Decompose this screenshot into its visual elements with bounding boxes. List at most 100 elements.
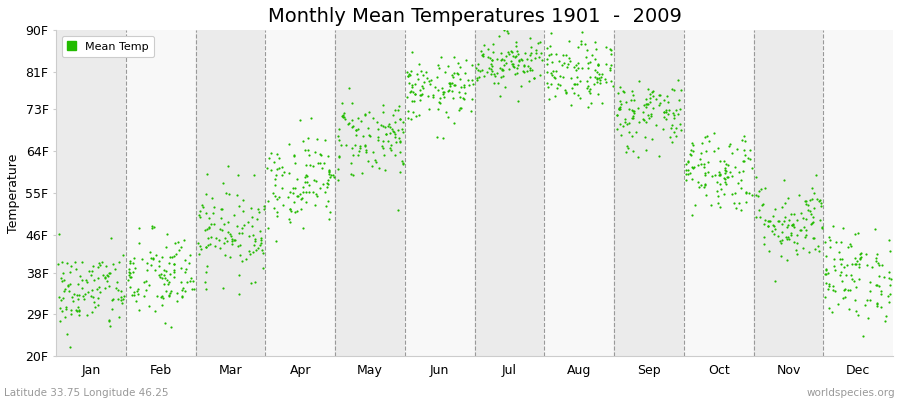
Point [111, 296, 125, 302]
Point [784, 211, 798, 218]
Point [299, 162, 313, 168]
Point [443, 80, 457, 87]
Point [220, 162, 235, 169]
Point [508, 71, 522, 78]
Point [104, 297, 119, 303]
Point [437, 89, 452, 95]
Point [501, 30, 516, 36]
Point [422, 78, 436, 84]
Point [457, 96, 472, 102]
Point [544, 70, 559, 76]
Point [558, 87, 572, 93]
Point [554, 62, 569, 68]
Point [652, 102, 667, 108]
Point [445, 72, 459, 78]
Point [495, 67, 509, 74]
Point [713, 204, 727, 210]
Point [298, 178, 312, 185]
Point [286, 199, 301, 205]
Point [598, 76, 612, 82]
Point [123, 258, 138, 264]
Point [285, 190, 300, 196]
Point [58, 304, 73, 311]
Point [92, 260, 106, 267]
Point [570, 81, 584, 87]
Point [631, 105, 645, 112]
Point [736, 133, 751, 140]
Point [870, 303, 885, 309]
Point [139, 287, 153, 294]
Point [353, 143, 367, 149]
Point [822, 304, 836, 311]
Point [64, 263, 78, 270]
Point [571, 91, 585, 98]
Point [511, 62, 526, 69]
Point [779, 236, 794, 242]
Point [404, 84, 419, 90]
Point [772, 218, 787, 224]
Point [662, 107, 677, 114]
Point [445, 80, 459, 86]
Point [619, 99, 634, 105]
Point [641, 86, 655, 92]
Point [496, 67, 510, 73]
Point [847, 278, 861, 284]
Point [875, 262, 889, 268]
Point [644, 136, 659, 142]
Point [165, 254, 179, 260]
Point [556, 60, 571, 66]
Point [719, 168, 733, 174]
Point [250, 216, 265, 222]
Point [245, 214, 259, 220]
Point [293, 116, 308, 123]
Point [704, 202, 718, 208]
Point [302, 147, 316, 154]
Point [405, 48, 419, 55]
Point [161, 292, 176, 298]
Point [372, 164, 386, 171]
Point [484, 66, 499, 72]
Point [821, 270, 835, 276]
Point [389, 139, 403, 145]
Point [734, 185, 748, 192]
Point [787, 239, 801, 246]
Point [371, 134, 385, 140]
Point [78, 290, 93, 297]
Point [622, 129, 636, 135]
Point [272, 165, 286, 171]
Point [293, 206, 308, 212]
Point [559, 88, 573, 95]
Point [403, 88, 418, 94]
Point [874, 290, 888, 297]
Point [332, 154, 347, 160]
Point [152, 262, 166, 269]
Point [144, 262, 158, 268]
Point [442, 80, 456, 86]
Point [499, 60, 513, 66]
Point [392, 139, 407, 145]
Point [183, 278, 197, 284]
Point [386, 112, 400, 118]
Point [661, 111, 675, 117]
Point [874, 288, 888, 294]
Point [321, 198, 336, 204]
Point [579, 54, 593, 60]
Point [443, 81, 457, 88]
Point [238, 256, 253, 262]
Point [53, 275, 68, 281]
Point [578, 41, 592, 47]
Point [204, 221, 219, 228]
Point [869, 258, 884, 264]
Point [514, 82, 528, 89]
Point [351, 126, 365, 132]
Point [293, 196, 308, 202]
Point [699, 192, 714, 198]
Point [836, 294, 850, 301]
Point [819, 266, 833, 272]
Point [547, 75, 562, 81]
Point [550, 85, 564, 91]
Point [749, 174, 763, 180]
Point [270, 196, 284, 202]
Point [575, 29, 590, 35]
Point [711, 145, 725, 152]
